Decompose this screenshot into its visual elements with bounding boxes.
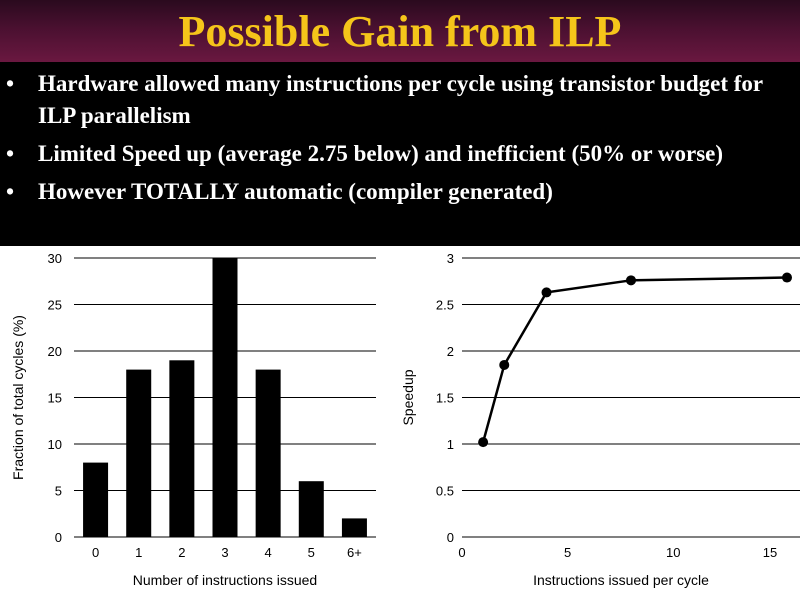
bar-chart-ytick-label: 5 [55, 484, 62, 499]
bar-chart-ytick-label: 25 [48, 298, 62, 313]
bar-chart-xlabel: Number of instructions issued [133, 572, 317, 588]
bullet-list: • Hardware allowed many instructions per … [0, 68, 800, 214]
bar-chart-ytick-label: 15 [48, 391, 62, 406]
bar-chart-xtick-label: 3 [221, 545, 228, 560]
line-chart-xtick-label: 5 [564, 545, 571, 560]
speedup-line [481, 276, 788, 443]
bar-chart-xtick-label: 2 [178, 545, 185, 560]
line-chart-ytick-label: 2.5 [436, 298, 454, 313]
bullet-item: • Limited Speed up (average 2.75 below) a… [0, 138, 800, 170]
line-chart-ytick-label: 0 [447, 530, 454, 545]
bar [212, 258, 238, 537]
line-chart-ytick-label: 0.5 [436, 484, 454, 499]
line-chart-ylabel: Speedup [400, 369, 416, 425]
bar-chart-ylabel: Fraction of total cycles (%) [10, 315, 26, 480]
data-point [782, 272, 792, 283]
line-chart-ytick-label: 1.5 [436, 391, 454, 406]
bar-chart-xtick-label: 6+ [347, 545, 362, 560]
slide-title: Possible Gain from ILP [178, 7, 622, 56]
line-chart-ytick-label: 1 [447, 437, 454, 452]
bullet-item: • However TOTALLY automatic (compiler gen… [0, 176, 800, 208]
bar-chart-xtick-label: 0 [92, 545, 99, 560]
line-chart-ytick-label: 2 [447, 344, 454, 359]
bullet-icon: • [6, 179, 15, 204]
bar [169, 360, 195, 537]
bar-chart-xtick-label: 1 [135, 545, 142, 560]
bar [298, 481, 324, 537]
line-chart-xtick-label: 10 [666, 545, 680, 560]
bar-chart-ytick-label: 10 [48, 437, 62, 452]
bullet-text: Hardware allowed many instructions per c… [38, 71, 763, 128]
bar-chart-xtick-label: 4 [265, 545, 272, 560]
bullet-text: Limited Speed up (average 2.75 below) an… [38, 141, 724, 166]
data-point [478, 437, 489, 448]
bar-chart-ytick-label: 30 [48, 251, 62, 266]
line-chart-xlabel: Instructions issued per cycle [533, 572, 709, 588]
data-point [626, 275, 636, 286]
bar-chart-ytick-label: 0 [55, 530, 62, 545]
bullet-item: • Hardware allowed many instructions per … [0, 68, 800, 132]
bullet-icon: • [6, 141, 15, 166]
bullet-box: • Hardware allowed many instructions per … [0, 62, 800, 246]
bar [83, 462, 109, 537]
data-point [499, 359, 510, 370]
bar-chart-xtick-label: 5 [308, 545, 315, 560]
bar [255, 369, 281, 537]
bar-chart-ytick-label: 20 [48, 344, 62, 359]
data-point [541, 287, 552, 298]
title-bar [0, 0, 800, 62]
bar [341, 518, 367, 537]
line-chart-ytick-label: 3 [447, 251, 454, 266]
bullet-icon: • [6, 71, 15, 96]
bar [126, 369, 152, 537]
bullet-text: However TOTALLY automatic (compiler gene… [38, 179, 553, 204]
line-chart-xtick-label: 0 [458, 545, 465, 560]
line-chart-xtick-label: 15 [763, 545, 777, 560]
